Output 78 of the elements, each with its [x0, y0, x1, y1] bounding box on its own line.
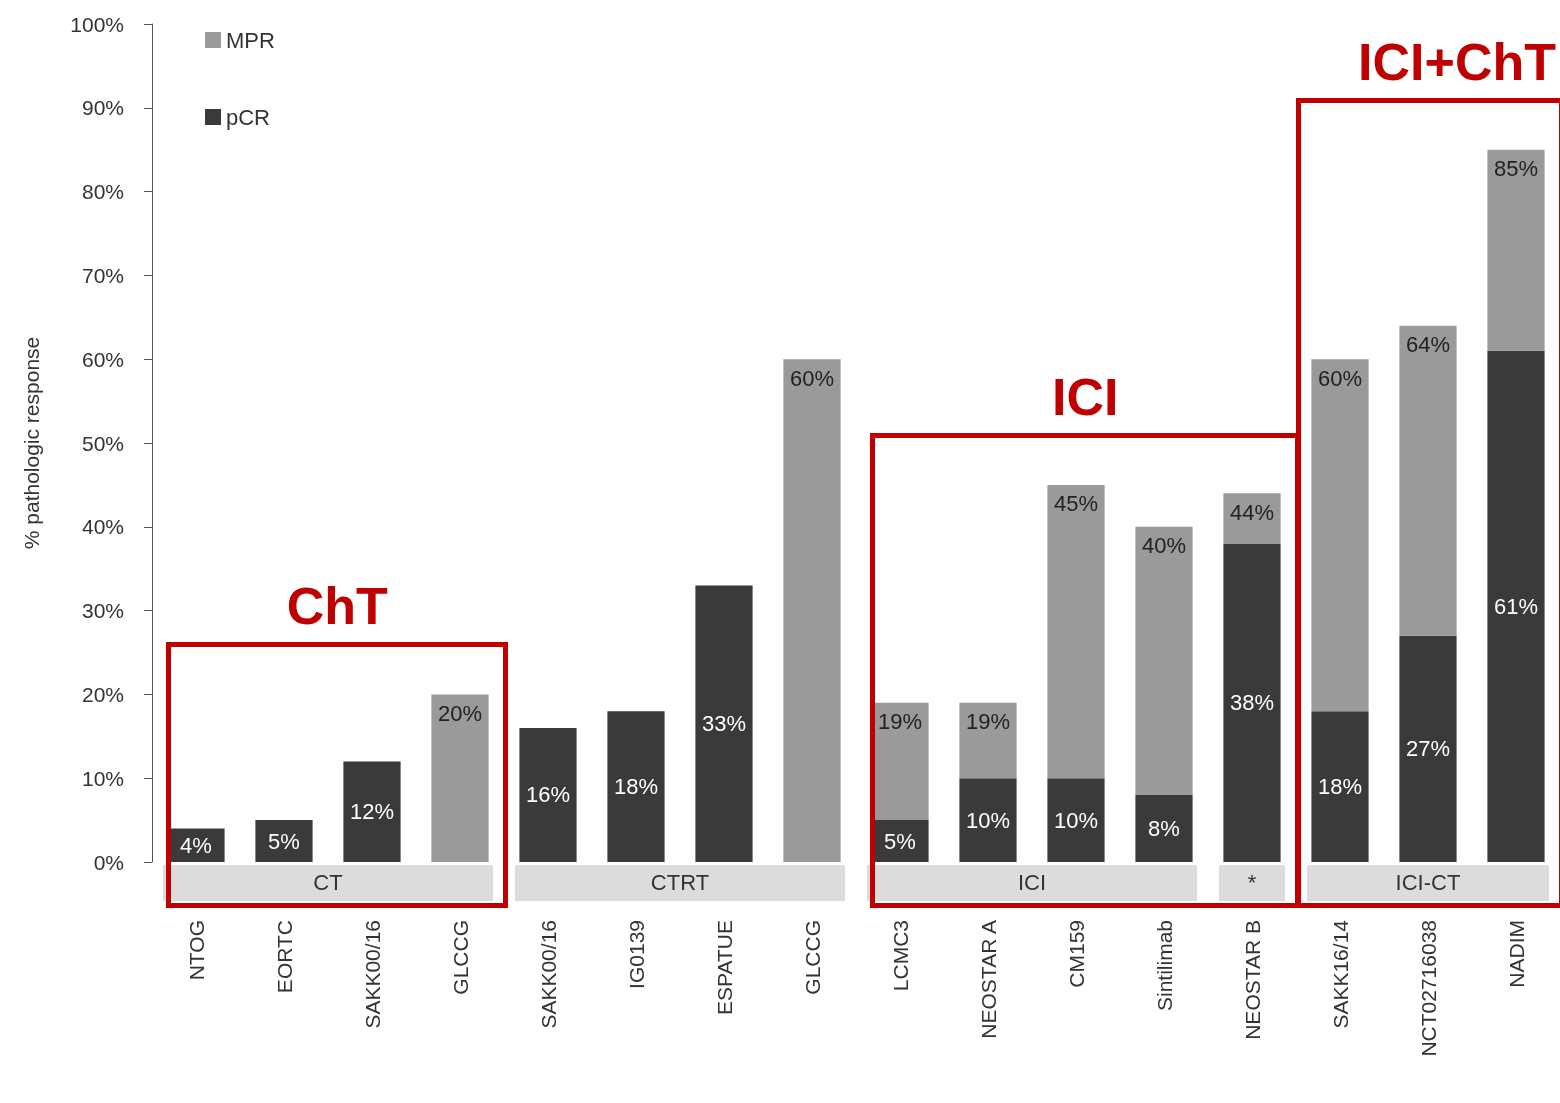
- bar: [1135, 794, 1193, 862]
- x-tick-label: EORTC: [272, 920, 296, 994]
- y-tick-label: 20%: [81, 682, 124, 706]
- bar: [959, 778, 1017, 862]
- x-tick-label: Sintilimab: [1152, 920, 1176, 1012]
- data-label: 4%: [180, 832, 212, 858]
- y-tick-label: 0%: [93, 850, 124, 874]
- total-label: 60%: [1317, 365, 1363, 391]
- data-label: 38%: [1229, 690, 1275, 716]
- data-label: 16%: [525, 782, 571, 808]
- y-tick-label: 80%: [81, 180, 124, 204]
- bar: [959, 702, 1017, 779]
- data-label: 10%: [1053, 807, 1099, 833]
- y-axis-title: % pathologic response: [20, 336, 43, 550]
- bar: [1135, 526, 1193, 795]
- annotation: ChT: [285, 576, 389, 637]
- annotation: ICI+ChT: [1357, 31, 1556, 92]
- x-tick-label: NEOSTAR A: [976, 920, 1000, 1039]
- bar: [783, 359, 841, 862]
- x-tick-label: NADIM: [1504, 920, 1528, 988]
- bar: [1311, 359, 1369, 712]
- bar: [431, 694, 489, 862]
- bar: [607, 711, 665, 862]
- y-tick-label: 10%: [81, 766, 124, 790]
- y-tick-label: 50%: [81, 431, 124, 455]
- bar: [519, 727, 577, 862]
- total-label: 19%: [877, 709, 923, 735]
- bar: [255, 820, 313, 862]
- x-tick-label: CM159: [1064, 920, 1088, 988]
- total-label: 19%: [965, 709, 1011, 735]
- total-label: 85%: [1493, 156, 1539, 182]
- x-tick-label: SAKK16/14: [1328, 919, 1352, 1029]
- bar: [343, 761, 401, 862]
- data-label: 61%: [1493, 593, 1539, 619]
- y-tick-label: 30%: [81, 599, 124, 623]
- x-tick-label: GLCCG: [448, 920, 472, 995]
- x-tick-label: GLCCG: [800, 920, 824, 995]
- data-label: 5%: [268, 828, 300, 854]
- bar: [1399, 325, 1457, 636]
- total-label: 60%: [789, 365, 835, 391]
- annotation: ICI: [1051, 366, 1120, 427]
- data-label: 10%: [965, 807, 1011, 833]
- total-label: 45%: [1053, 491, 1099, 517]
- x-tick-label: NCT02716038: [1416, 920, 1440, 1057]
- data-label: 18%: [1317, 774, 1363, 800]
- bar: [1487, 350, 1545, 862]
- data-label: 18%: [613, 774, 659, 800]
- data-label: 33%: [701, 711, 747, 737]
- y-tick-label: 100%: [70, 12, 124, 36]
- bar: [1487, 149, 1545, 351]
- y-tick-label: 70%: [81, 263, 124, 287]
- x-tick-label: SAKK00/16: [360, 920, 384, 1029]
- data-label: 12%: [349, 799, 395, 825]
- data-label: 5%: [884, 828, 916, 854]
- y-tick-label: 40%: [81, 515, 124, 539]
- bar: [695, 585, 753, 862]
- legend-label: pCR: [226, 104, 271, 130]
- x-tick-label: ESPATUE: [712, 920, 736, 1015]
- x-tick-label: NTOG: [184, 920, 208, 981]
- bar: [1047, 778, 1105, 862]
- total-label: 64%: [1405, 332, 1451, 358]
- bar: [1311, 711, 1369, 862]
- bar: [1047, 484, 1105, 779]
- bar: [1399, 635, 1457, 862]
- x-tick-label: LCMC3: [888, 920, 912, 992]
- bar: [1223, 543, 1281, 862]
- x-tick-label: IG0139: [624, 920, 648, 989]
- data-label: 8%: [1148, 815, 1180, 841]
- total-label: 44%: [1229, 499, 1275, 525]
- data-label: 27%: [1405, 736, 1451, 762]
- x-tick-label: NEOSTAR B: [1240, 920, 1264, 1040]
- y-tick-label: 90%: [81, 96, 124, 120]
- bar: [1223, 493, 1281, 544]
- y-tick-label: 60%: [81, 347, 124, 371]
- x-tick-label: SAKK00/16: [536, 920, 560, 1029]
- legend-label: MPR: [226, 27, 275, 53]
- total-label: 40%: [1141, 533, 1187, 559]
- total-label: 20%: [437, 700, 483, 726]
